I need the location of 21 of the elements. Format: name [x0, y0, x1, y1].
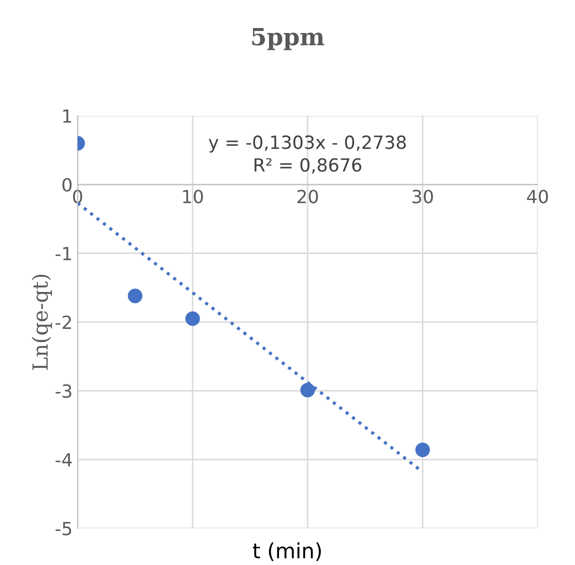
y-tick-label: -4 — [56, 453, 72, 466]
x-tick-label: 20 — [297, 190, 318, 204]
point — [415, 442, 430, 458]
point — [128, 288, 142, 304]
point — [185, 311, 200, 326]
y-tick-label: -3 — [56, 384, 72, 398]
x-axis-title: t (min) — [252, 542, 321, 561]
x-tick-label: 0 — [73, 190, 82, 204]
annotation: y = -0,1303x - 0,2738 — [208, 135, 406, 153]
y-axis-title: Ln(qe-qt) — [32, 274, 52, 370]
y-tick-label: 1 — [63, 110, 72, 123]
x-tick-label: 30 — [412, 190, 433, 204]
y-tick-label: 0 — [62, 178, 72, 192]
annotation: R² = 0,8676 — [254, 158, 362, 174]
point — [300, 382, 315, 398]
x-tick-label: 10 — [183, 190, 203, 204]
y-tick-label: -2 — [56, 316, 71, 329]
chart-title: 5ppm — [252, 28, 324, 50]
y-tick-label: -5 — [56, 522, 72, 536]
y-tick-label: -1 — [56, 247, 72, 260]
x-tick-label: 40 — [527, 190, 548, 204]
